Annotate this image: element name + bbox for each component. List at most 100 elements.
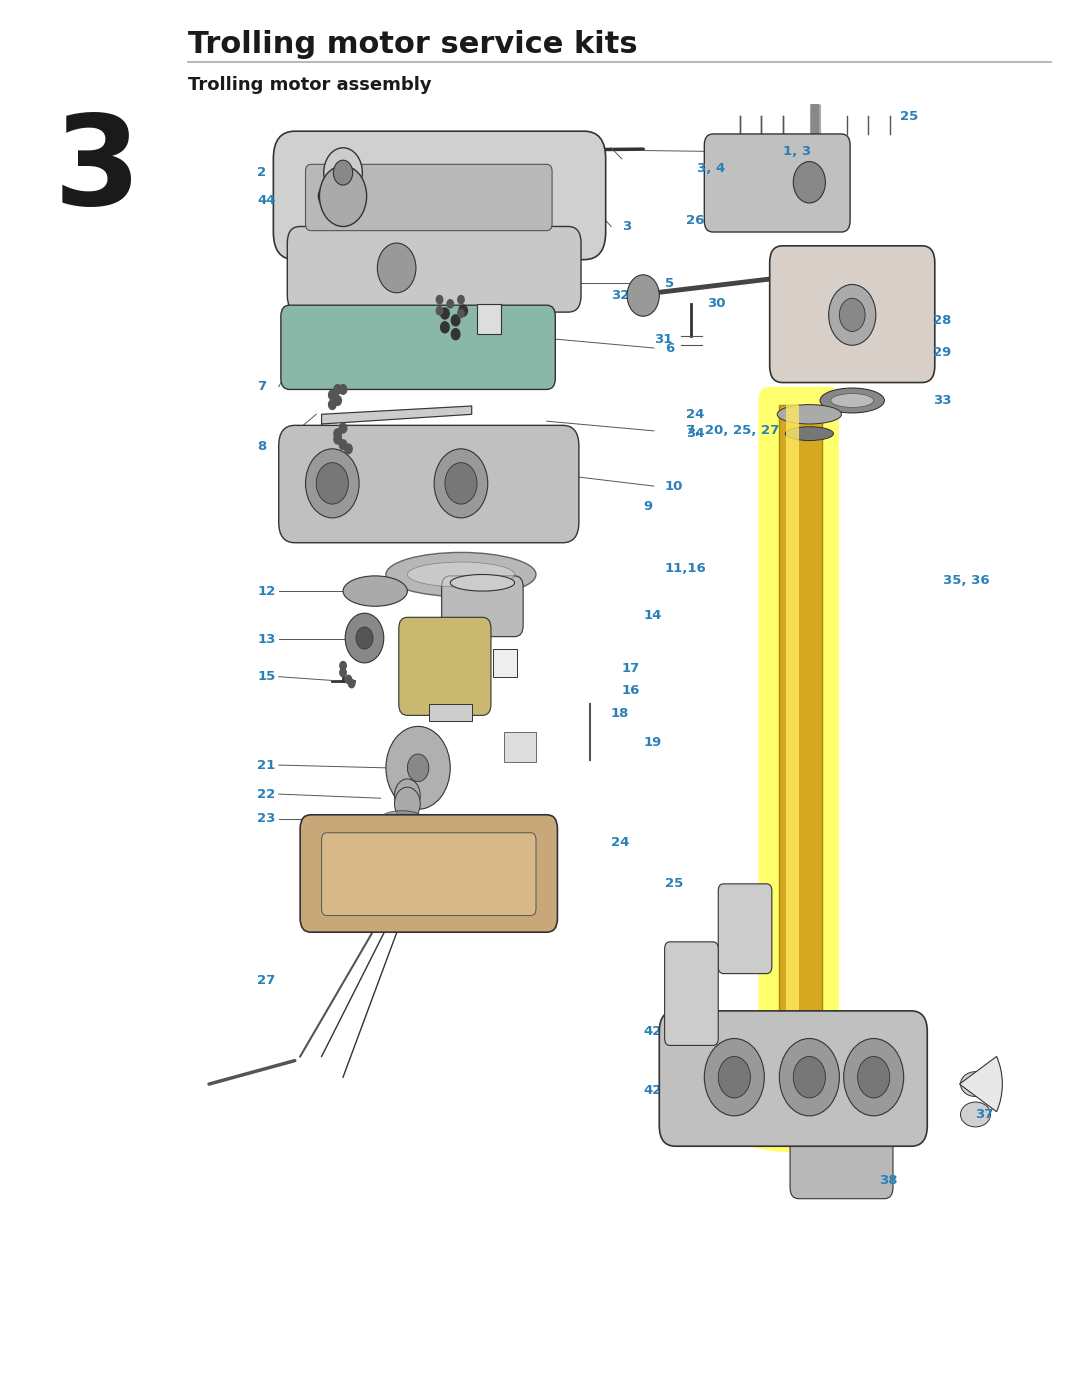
Text: 30: 30 xyxy=(708,297,726,311)
Circle shape xyxy=(356,627,373,649)
Ellipse shape xyxy=(785,427,834,441)
Circle shape xyxy=(324,148,362,197)
Text: Trolling motor service kits: Trolling motor service kits xyxy=(188,30,637,59)
Circle shape xyxy=(793,162,825,203)
FancyBboxPatch shape xyxy=(300,815,557,932)
Circle shape xyxy=(718,1056,750,1098)
Ellipse shape xyxy=(961,1072,991,1097)
Ellipse shape xyxy=(381,819,423,836)
Text: 7, 20, 25, 27: 7, 20, 25, 27 xyxy=(686,424,779,438)
FancyBboxPatch shape xyxy=(442,576,523,637)
Circle shape xyxy=(348,679,355,688)
Text: 31: 31 xyxy=(654,333,672,347)
Circle shape xyxy=(377,243,416,293)
Circle shape xyxy=(345,613,384,663)
Ellipse shape xyxy=(820,388,884,413)
Text: 3: 3 xyxy=(622,220,631,233)
Text: 37: 37 xyxy=(976,1077,994,1091)
Bar xyxy=(429,704,472,721)
Text: 38: 38 xyxy=(879,1174,897,1188)
Circle shape xyxy=(441,308,449,319)
Text: 9: 9 xyxy=(643,500,653,514)
Circle shape xyxy=(451,329,460,340)
Text: 10: 10 xyxy=(665,479,683,493)
Text: 42: 42 xyxy=(643,1025,661,1039)
Ellipse shape xyxy=(386,830,450,847)
Text: 17: 17 xyxy=(622,661,640,675)
FancyBboxPatch shape xyxy=(306,164,552,231)
Text: 42: 42 xyxy=(643,1084,661,1098)
FancyBboxPatch shape xyxy=(665,942,718,1045)
Circle shape xyxy=(334,434,341,443)
Ellipse shape xyxy=(343,576,407,606)
Bar xyxy=(493,649,517,677)
Circle shape xyxy=(829,284,876,345)
Circle shape xyxy=(334,385,341,395)
Circle shape xyxy=(316,463,348,504)
Wedge shape xyxy=(959,1056,1002,1112)
Circle shape xyxy=(434,449,488,518)
FancyBboxPatch shape xyxy=(659,1011,927,1146)
Circle shape xyxy=(339,439,347,449)
FancyBboxPatch shape xyxy=(704,134,850,232)
Ellipse shape xyxy=(386,840,450,856)
Text: 21: 21 xyxy=(257,758,276,772)
Text: 24: 24 xyxy=(611,836,629,849)
Text: 27: 27 xyxy=(257,974,276,987)
Ellipse shape xyxy=(450,574,515,591)
Ellipse shape xyxy=(961,1102,991,1127)
Circle shape xyxy=(839,298,865,331)
Text: 16: 16 xyxy=(622,684,640,697)
Text: 23: 23 xyxy=(257,812,276,826)
Circle shape xyxy=(306,449,359,518)
Bar xyxy=(786,405,799,1070)
Text: 25: 25 xyxy=(665,877,683,891)
Text: Trolling motor assembly: Trolling motor assembly xyxy=(188,76,431,94)
Text: 26: 26 xyxy=(686,214,704,228)
FancyBboxPatch shape xyxy=(322,833,536,916)
Text: 6: 6 xyxy=(665,341,674,355)
Circle shape xyxy=(793,1056,825,1098)
Circle shape xyxy=(328,391,337,400)
Text: 35, 36: 35, 36 xyxy=(943,573,989,587)
Polygon shape xyxy=(322,406,472,424)
Text: 11,16: 11,16 xyxy=(665,562,706,576)
Ellipse shape xyxy=(381,811,423,827)
Circle shape xyxy=(319,166,367,226)
Text: 3, 4: 3, 4 xyxy=(697,162,725,175)
Circle shape xyxy=(451,315,460,326)
Ellipse shape xyxy=(831,394,874,407)
Text: 24: 24 xyxy=(686,407,704,421)
Text: 1, 3: 1, 3 xyxy=(783,145,810,159)
Text: 28: 28 xyxy=(933,313,951,327)
Text: 3: 3 xyxy=(54,110,140,232)
Ellipse shape xyxy=(407,562,515,587)
Circle shape xyxy=(458,296,464,304)
Circle shape xyxy=(445,463,477,504)
Text: 8: 8 xyxy=(257,439,267,453)
FancyBboxPatch shape xyxy=(399,617,491,715)
Circle shape xyxy=(339,424,347,434)
Text: 34: 34 xyxy=(686,427,704,441)
Circle shape xyxy=(394,779,420,812)
Text: 33: 33 xyxy=(933,394,951,407)
FancyBboxPatch shape xyxy=(273,131,606,260)
Circle shape xyxy=(441,322,449,333)
Circle shape xyxy=(340,668,346,677)
Circle shape xyxy=(447,300,453,308)
Circle shape xyxy=(779,1039,839,1116)
FancyBboxPatch shape xyxy=(279,425,579,543)
Circle shape xyxy=(459,305,467,316)
Circle shape xyxy=(436,307,443,315)
Text: 7: 7 xyxy=(257,380,267,394)
Circle shape xyxy=(436,296,443,304)
Circle shape xyxy=(844,1039,904,1116)
Text: 2: 2 xyxy=(257,166,267,180)
Text: 22: 22 xyxy=(257,787,276,801)
FancyBboxPatch shape xyxy=(287,226,581,312)
Circle shape xyxy=(858,1056,890,1098)
Ellipse shape xyxy=(777,405,842,424)
Circle shape xyxy=(318,185,336,207)
FancyBboxPatch shape xyxy=(718,884,772,974)
FancyBboxPatch shape xyxy=(281,305,555,389)
